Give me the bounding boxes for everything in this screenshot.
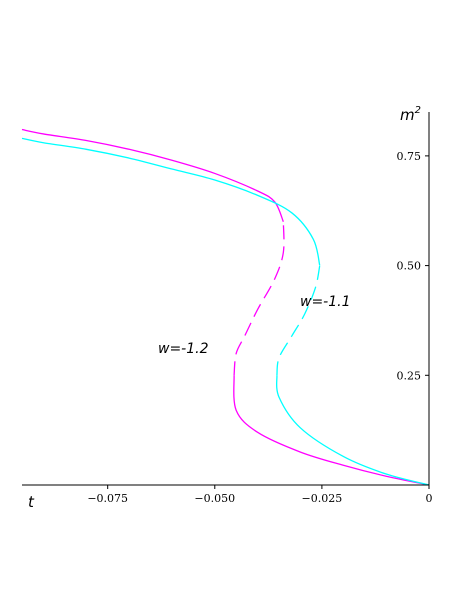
y-tick-label-0: 0.25 <box>397 369 422 382</box>
y-tick-label-2: 0.75 <box>397 150 422 163</box>
series-0-segment-1-dashed <box>233 221 285 376</box>
series-1-segment-1-dashed <box>276 265 321 376</box>
series-1-segment-0-solid <box>275 375 430 486</box>
series-label-w-1-1: w=-1.1 <box>300 294 351 310</box>
y-axis-label-superscript: 2 <box>415 105 421 116</box>
series-label-w-1-2: w=-1.2 <box>158 341 209 357</box>
y-axis-label-main: m <box>400 106 415 124</box>
x-axis-label: t <box>28 493 35 511</box>
x-tick-label-2: −0.025 <box>302 492 343 505</box>
x-tick-label-0: −0.075 <box>87 492 128 505</box>
y-tick-label-1: 0.50 <box>397 260 422 273</box>
series-0-segment-2-solid <box>21 128 284 222</box>
series-1-segment-2-solid <box>21 137 321 266</box>
ticks-layer: −0.075 −0.050 −0.025 0 0.25 0.50 0.75 <box>87 150 432 505</box>
x-tick-label-3: 0 <box>426 492 433 505</box>
axes-layer <box>22 112 430 486</box>
x-tick-label-1: −0.050 <box>194 492 235 505</box>
series-0-segment-0-solid <box>233 375 430 486</box>
y-axis-label: m2 <box>400 105 421 124</box>
curves-layer <box>21 128 430 486</box>
